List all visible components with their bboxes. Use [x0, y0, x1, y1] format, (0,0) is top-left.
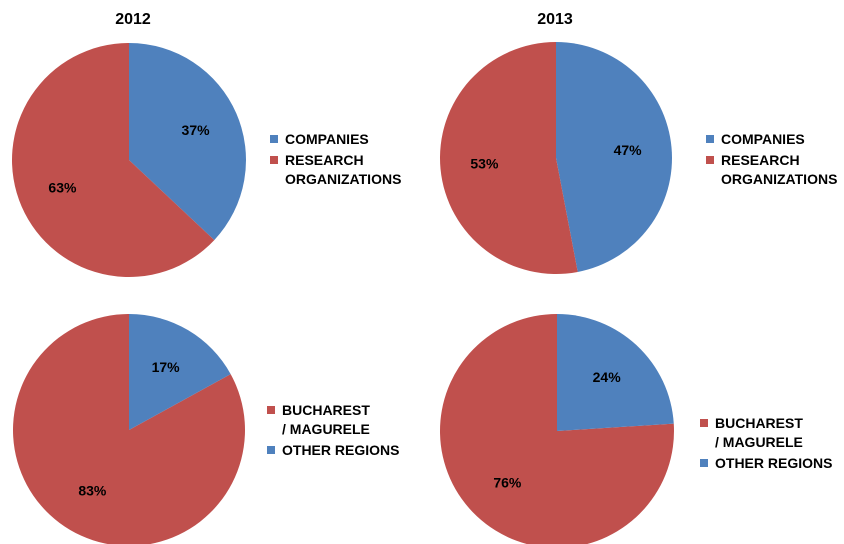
legend-swatch [267, 446, 275, 454]
slice-label: 47% [614, 142, 643, 158]
legend-label: RESEARCH ORGANIZATIONS [721, 152, 838, 187]
legend-label: COMPANIES [285, 131, 369, 147]
slice-label: 83% [78, 483, 107, 499]
pie-slice [11, 43, 215, 277]
slice-label: 76% [493, 475, 522, 491]
pie-slice [440, 314, 674, 544]
legend-item: COMPANIES [706, 130, 837, 149]
legend-label: BUCHAREST / MAGURELE [282, 402, 370, 437]
chart-title: 2012 [115, 11, 151, 28]
legend-swatch [700, 459, 708, 467]
pie-slice [557, 314, 674, 431]
chart-title: 2013 [537, 11, 573, 28]
legend-label: RESEARCH ORGANIZATIONS [285, 152, 402, 187]
legend-item: COMPANIES [270, 130, 401, 149]
legend-item: BUCHAREST / MAGURELE [267, 401, 399, 439]
legend: BUCHAREST / MAGURELE OTHER REGIONS [700, 414, 832, 475]
pie-slice [439, 42, 578, 274]
slice-label: 63% [48, 180, 77, 196]
legend-label: BUCHAREST / MAGURELE [715, 415, 803, 450]
legend-item: RESEARCH ORGANIZATIONS [706, 151, 837, 189]
legend-item: BUCHAREST / MAGURELE [700, 414, 832, 452]
slice-label: 53% [470, 155, 499, 171]
legend-item: RESEARCH ORGANIZATIONS [270, 151, 401, 189]
pie-slice [129, 314, 231, 430]
legend-label: COMPANIES [721, 131, 805, 147]
slice-label: 24% [593, 369, 622, 385]
slice-label: 17% [152, 359, 181, 375]
legend-item: OTHER REGIONS [700, 454, 832, 473]
pie-slice [129, 43, 246, 241]
slice-label: 37% [182, 122, 211, 138]
legend-swatch [706, 156, 714, 164]
pie-slice [13, 314, 245, 544]
legend: COMPANIES RESEARCH ORGANIZATIONS [270, 130, 401, 191]
legend-swatch [270, 156, 278, 164]
legend-swatch [706, 135, 714, 143]
legend-label: OTHER REGIONS [715, 455, 833, 471]
legend-swatch [267, 406, 275, 414]
legend-swatch [270, 135, 278, 143]
legend: COMPANIES RESEARCH ORGANIZATIONS [706, 130, 837, 191]
pie-slice [556, 42, 672, 272]
legend-label: OTHER REGIONS [282, 442, 400, 458]
legend-swatch [700, 419, 708, 427]
legend-item: OTHER REGIONS [267, 441, 399, 460]
legend: BUCHAREST / MAGURELE OTHER REGIONS [267, 401, 399, 462]
